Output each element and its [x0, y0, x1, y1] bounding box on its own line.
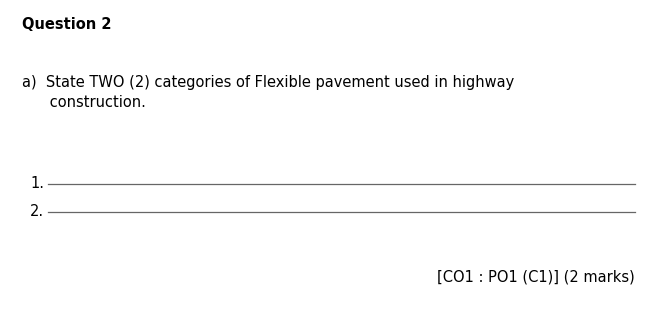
Text: a)  State TWO (2) categories of Flexible pavement used in highway: a) State TWO (2) categories of Flexible … — [22, 75, 514, 90]
Text: [CO1 : PO1 (C1)] (2 marks): [CO1 : PO1 (C1)] (2 marks) — [438, 270, 635, 285]
Text: 1.: 1. — [30, 177, 44, 192]
Text: Question 2: Question 2 — [22, 17, 111, 32]
Text: 2.: 2. — [30, 204, 44, 219]
Text: construction.: construction. — [22, 95, 146, 110]
